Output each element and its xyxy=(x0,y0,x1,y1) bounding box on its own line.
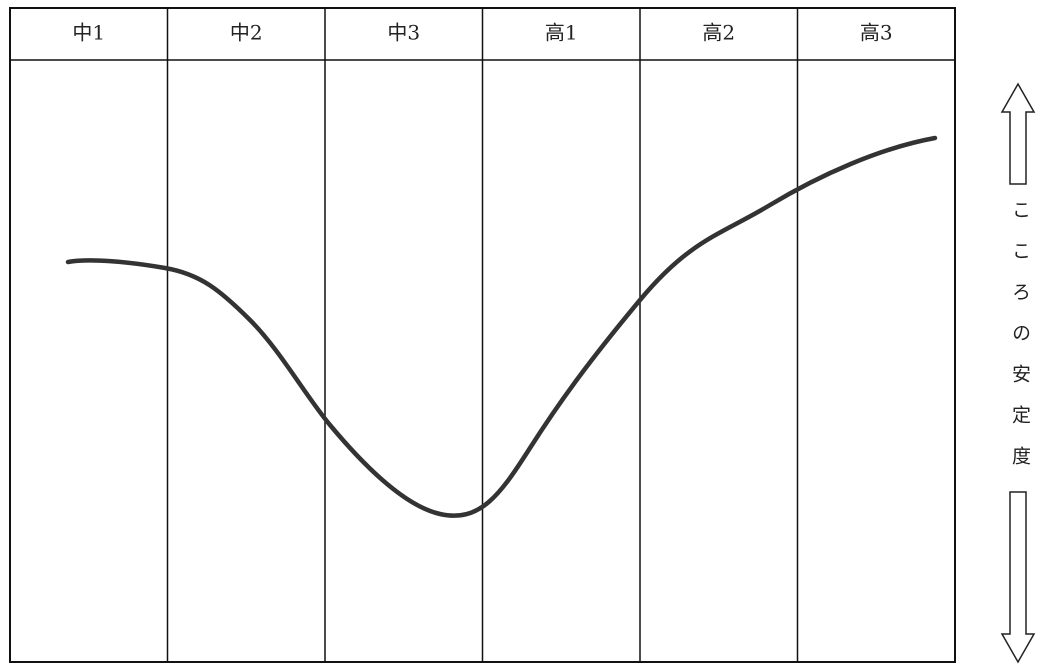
column-header: 高3 xyxy=(860,21,893,45)
column-header: 高1 xyxy=(545,21,578,45)
column-header: 中3 xyxy=(387,21,420,45)
columns: 中1 中2 中3 高1 高2 高3 xyxy=(72,8,893,662)
down-arrow xyxy=(1000,491,1036,664)
stability-curve xyxy=(65,135,938,518)
column-header: 高2 xyxy=(702,21,735,45)
column-header: 中2 xyxy=(230,21,263,45)
column-header: 中1 xyxy=(72,21,105,45)
axis-label: こころの安定度 xyxy=(1009,200,1031,487)
up-arrow xyxy=(1000,82,1036,185)
